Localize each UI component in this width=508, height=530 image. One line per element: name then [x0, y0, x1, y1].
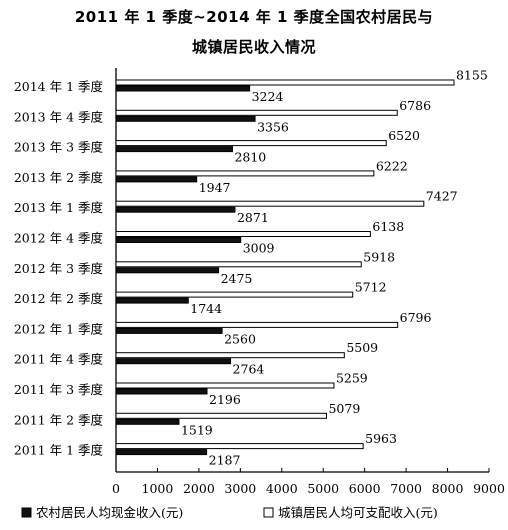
data-label-rural: 3356 — [257, 119, 289, 134]
chart-title-line-2: 城镇居民收入情况 — [191, 38, 316, 56]
data-label-urban: 6222 — [376, 158, 408, 173]
data-label-urban: 5259 — [336, 371, 368, 386]
bar-urban — [115, 261, 362, 268]
bar-rural — [115, 388, 208, 395]
bar-rural — [115, 267, 220, 274]
legend-label-rural: 农村居民人均现金收入(元) — [36, 505, 183, 520]
data-label-rural: 2560 — [224, 331, 256, 346]
data-label-urban: 6520 — [388, 128, 420, 143]
data-label-urban: 5712 — [355, 280, 387, 295]
data-label-urban: 5509 — [346, 340, 378, 355]
bar-urban — [115, 321, 399, 328]
data-label-rural: 1947 — [199, 180, 231, 195]
category-label: 2013 年 3 季度 — [14, 140, 104, 155]
bar-rural — [115, 206, 236, 213]
data-label-rural: 2810 — [234, 150, 266, 165]
data-label-rural: 2187 — [209, 453, 241, 468]
data-label-urban: 6796 — [400, 310, 432, 325]
legend-swatch-rural — [21, 507, 32, 518]
bar-urban — [115, 291, 354, 298]
bar-rural — [115, 449, 208, 456]
bar-urban — [115, 200, 425, 207]
bar-urban — [115, 412, 327, 419]
chart-title-line-1: 2011 年 1 季度~2014 年 1 季度全国农村居民与 — [74, 8, 434, 26]
legend-swatch-urban — [263, 507, 274, 518]
bar-rural — [115, 146, 233, 153]
x-tick-label: 1000 — [142, 481, 174, 496]
data-label-urban: 5918 — [363, 249, 395, 264]
bar-rural — [115, 327, 223, 334]
category-label: 2011 年 2 季度 — [14, 412, 104, 427]
data-label-rural: 2196 — [209, 392, 241, 407]
data-label-urban: 6138 — [372, 219, 404, 234]
x-tick-label: 7000 — [390, 481, 422, 496]
x-tick-label: 0 — [112, 481, 120, 496]
data-label-rural: 3224 — [252, 89, 284, 104]
bar-rural — [115, 115, 256, 122]
x-tick-label: 2000 — [183, 481, 215, 496]
bar-urban — [115, 443, 364, 450]
category-label: 2013 年 1 季度 — [14, 200, 104, 215]
data-label-rural: 3009 — [243, 241, 275, 256]
data-label-urban: 5963 — [365, 431, 397, 446]
bar-rural — [115, 418, 180, 425]
category-label: 2012 年 4 季度 — [14, 231, 104, 246]
bar-urban — [115, 79, 455, 86]
bar-urban — [115, 231, 371, 237]
x-tick-label: 3000 — [224, 481, 256, 496]
category-label: 2014 年 1 季度 — [14, 79, 104, 94]
bar-urban — [115, 382, 335, 389]
x-tick-label: 6000 — [349, 481, 381, 496]
category-label: 2012 年 1 季度 — [14, 321, 104, 336]
category-label: 2011 年 3 季度 — [14, 382, 104, 397]
x-tick-label: 8000 — [432, 481, 464, 496]
category-label: 2013 年 4 季度 — [14, 109, 104, 124]
category-label: 2012 年 3 季度 — [14, 261, 104, 276]
bar-urban — [115, 352, 345, 359]
category-label: 2013 年 2 季度 — [14, 170, 104, 185]
x-tick-label: 9000 — [473, 481, 505, 496]
x-tick-label: 4000 — [266, 481, 298, 496]
data-label-rural: 1519 — [181, 422, 213, 437]
data-label-rural: 2475 — [221, 271, 253, 286]
category-label: 2012 年 2 季度 — [14, 291, 104, 306]
bar-rural — [115, 237, 242, 243]
bar-rural — [115, 297, 189, 304]
data-label-urban: 5079 — [328, 401, 360, 416]
bar-urban — [115, 140, 387, 147]
data-label-urban: 6786 — [399, 98, 431, 113]
data-label-urban: 7427 — [426, 189, 458, 204]
bar-rural — [115, 358, 232, 365]
category-label: 2011 年 1 季度 — [14, 443, 104, 458]
data-label-urban: 8155 — [456, 68, 488, 83]
legend-label-urban: 城镇居民人均可支配收入(元) — [278, 505, 438, 520]
bar-rural — [115, 176, 198, 183]
data-label-rural: 2871 — [237, 210, 269, 225]
category-label: 2011 年 4 季度 — [14, 352, 104, 367]
data-label-rural: 2764 — [233, 362, 265, 377]
x-tick-label: 5000 — [307, 481, 339, 496]
bar-rural — [115, 85, 251, 92]
bar-urban — [115, 170, 375, 177]
data-label-rural: 1744 — [190, 301, 222, 316]
bar-urban — [115, 109, 398, 116]
